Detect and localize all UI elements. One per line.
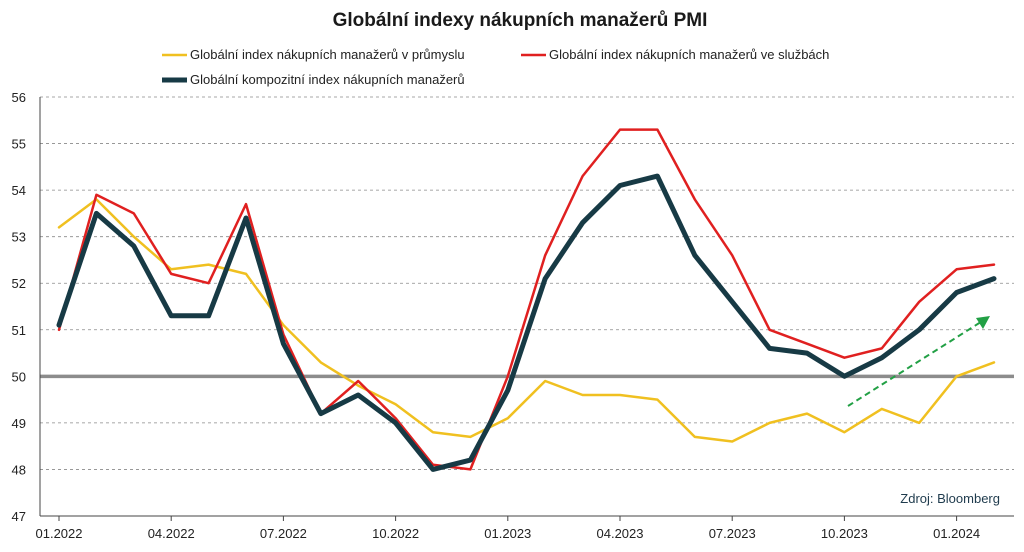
legend-label-services: Globální index nákupních manažerů ve slu…: [549, 47, 829, 62]
series-line-composite: [56, 173, 997, 472]
source-note: Zdroj: Bloomberg: [900, 491, 1000, 506]
y-tick-label: 53: [12, 230, 26, 245]
grid: [40, 96, 1014, 470]
y-tick-label: 49: [12, 416, 26, 431]
y-tick-label: 50: [12, 369, 26, 384]
legend-item-services: Globální index nákupních manažerů ve slu…: [521, 47, 829, 62]
y-tick-label: 48: [12, 462, 26, 477]
trend-arrow-line: [847, 319, 985, 407]
x-axis: 01.2022 04.2022 07.2022 10.2022 01.2023 04.20…: [36, 515, 1014, 541]
series-line-services: [57, 128, 996, 471]
x-tick-label: 10.2022: [372, 526, 419, 541]
y-axis: 47 48 49 50 51 52 53 54 55 56: [12, 90, 41, 524]
legend-label-composite: Globální kompozitní index nákupních mana…: [190, 72, 465, 87]
series-line-manufacturing: [57, 198, 996, 443]
trend-arrow-head: [976, 316, 990, 329]
y-tick-label: 56: [12, 90, 26, 105]
x-tick-label: 07.2023: [709, 526, 756, 541]
y-tick-label: 54: [12, 183, 26, 198]
y-tick-label: 51: [12, 323, 26, 338]
trend-arrow: [847, 316, 990, 407]
legend: Globální index nákupních manažerů v prům…: [162, 47, 829, 87]
x-tick-label: 04.2023: [597, 526, 644, 541]
x-tick-label: 01.2023: [484, 526, 531, 541]
x-tick-label: 07.2022: [260, 526, 307, 541]
y-tick-label: 55: [12, 137, 26, 152]
legend-label-manufacturing: Globální index nákupních manažerů v prům…: [190, 47, 465, 62]
y-tick-label: 47: [12, 509, 26, 524]
x-tick-label: 10.2023: [821, 526, 868, 541]
x-tick-label: 01.2022: [36, 526, 83, 541]
x-tick-label: 04.2022: [148, 526, 195, 541]
y-tick-label: 52: [12, 276, 26, 291]
series-group: [56, 128, 997, 472]
x-tick-label: 01.2024: [933, 526, 980, 541]
legend-item-composite: Globální kompozitní index nákupních mana…: [162, 72, 465, 87]
legend-item-manufacturing: Globální index nákupních manažerů v prům…: [162, 47, 465, 62]
chart-title: Globální indexy nákupních manažerů PMI: [333, 10, 708, 31]
